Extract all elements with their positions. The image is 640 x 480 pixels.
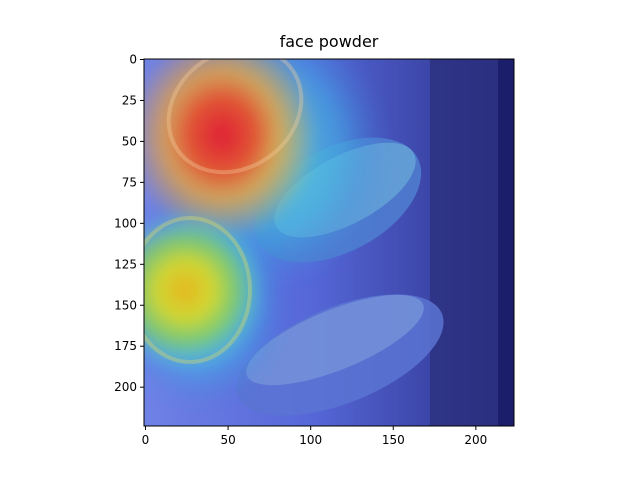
- y-tick-label: 75: [122, 175, 137, 189]
- y-axis: 0 25 50 75 100 125 150 175 200: [114, 53, 144, 394]
- y-tick-label: 0: [129, 53, 137, 67]
- heatmap-image: [144, 59, 514, 426]
- y-tick-label: 150: [114, 298, 137, 312]
- x-tick-label: 100: [299, 433, 322, 447]
- x-tick-label: 0: [142, 433, 150, 447]
- y-tick-label: 175: [114, 339, 137, 353]
- figure-title: face powder: [279, 32, 379, 51]
- y-tick-label: 25: [122, 93, 137, 107]
- x-tick-label: 50: [220, 433, 235, 447]
- y-tick-label: 50: [122, 134, 137, 148]
- y-tick-label: 200: [114, 380, 137, 394]
- axes-frame: [143, 58, 515, 427]
- x-tick-label: 150: [382, 433, 405, 447]
- y-tick-label: 100: [114, 216, 137, 230]
- x-axis: 0 50 100 150 200: [142, 426, 487, 447]
- x-tick-label: 200: [464, 433, 487, 447]
- y-tick-label: 125: [114, 257, 137, 271]
